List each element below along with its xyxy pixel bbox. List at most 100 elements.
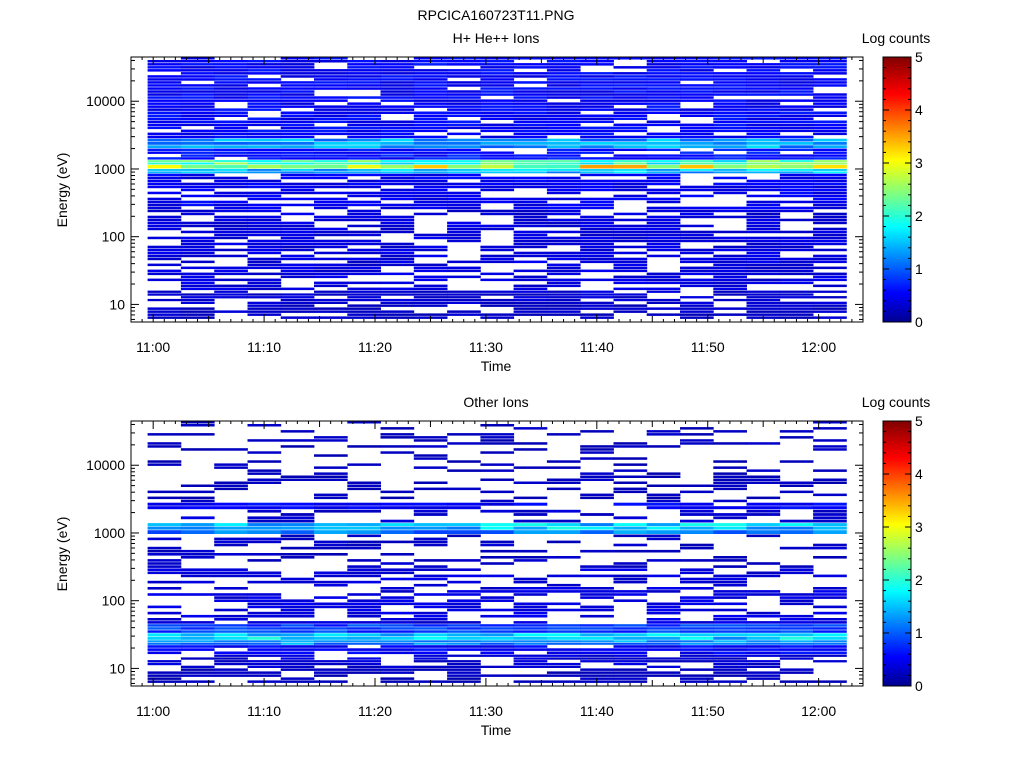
heatmap-cell bbox=[314, 496, 348, 500]
heatmap-cell bbox=[480, 114, 515, 117]
heatmap-cell bbox=[447, 621, 481, 624]
heatmap-cell bbox=[147, 502, 182, 506]
heatmap-cell bbox=[613, 642, 648, 645]
heatmap-cell bbox=[513, 230, 548, 234]
heatmap-cell bbox=[680, 96, 714, 99]
heatmap-cell bbox=[347, 224, 381, 228]
heatmap-cell bbox=[347, 126, 381, 130]
heatmap-cell bbox=[680, 433, 714, 436]
heatmap-cell bbox=[347, 173, 381, 177]
heatmap-cell bbox=[713, 657, 747, 660]
heatmap-cell bbox=[513, 135, 548, 139]
heatmap-cell bbox=[646, 602, 681, 606]
heatmap-cell bbox=[247, 281, 282, 285]
heatmap-cell bbox=[380, 154, 415, 157]
heatmap-cell bbox=[147, 624, 182, 627]
heatmap-cell bbox=[214, 81, 248, 84]
heatmap-cell bbox=[713, 307, 747, 310]
heatmap-cell bbox=[546, 293, 581, 296]
heatmap-cell bbox=[147, 171, 182, 174]
heatmap-cell bbox=[247, 151, 282, 154]
heatmap-cell bbox=[147, 559, 182, 562]
heatmap-cell bbox=[480, 224, 515, 228]
heatmap-cell bbox=[147, 269, 182, 273]
heatmap-cell bbox=[713, 176, 747, 180]
heatmap-cell bbox=[613, 543, 648, 547]
heatmap-cell bbox=[580, 81, 614, 84]
heatmap-cell bbox=[746, 611, 781, 615]
heatmap-cell bbox=[280, 657, 315, 660]
heatmap-cell bbox=[347, 154, 381, 157]
heatmap-cell bbox=[147, 120, 182, 123]
heatmap-cell bbox=[214, 179, 248, 183]
heatmap-cell bbox=[180, 111, 215, 114]
heatmap-cell bbox=[314, 69, 348, 72]
heatmap-cell bbox=[546, 296, 581, 299]
heatmap-cell bbox=[380, 215, 415, 219]
heatmap-cell bbox=[314, 668, 348, 671]
heatmap-cell bbox=[247, 516, 282, 520]
heatmap-cell bbox=[347, 269, 381, 273]
heatmap-cell bbox=[347, 179, 381, 183]
heatmap-cell bbox=[180, 164, 215, 169]
heatmap-cell bbox=[280, 301, 315, 304]
heatmap-cell bbox=[447, 206, 481, 210]
heatmap-cell bbox=[347, 543, 381, 547]
heatmap-cell bbox=[147, 221, 182, 225]
heatmap-cell bbox=[546, 117, 581, 120]
heatmap-cell bbox=[546, 266, 581, 270]
heatmap-cell bbox=[546, 111, 581, 114]
heatmap-cell bbox=[779, 257, 814, 261]
heatmap-cell bbox=[546, 290, 581, 293]
heatmap-cell bbox=[513, 296, 548, 299]
heatmap-cell bbox=[713, 645, 747, 648]
heatmap-cell bbox=[613, 169, 648, 171]
heatmap-cell bbox=[546, 278, 581, 282]
heatmap-cell bbox=[280, 660, 315, 663]
heatmap-cell bbox=[813, 78, 847, 81]
heatmap-cell bbox=[480, 627, 515, 630]
heatmap-cell bbox=[247, 293, 282, 296]
heatmap-cell bbox=[546, 587, 581, 590]
heatmap-cell bbox=[613, 160, 648, 162]
heatmap-cell bbox=[180, 627, 215, 630]
heatmap-cell bbox=[380, 171, 415, 174]
heatmap-cell bbox=[513, 481, 548, 484]
heatmap-cell bbox=[447, 126, 481, 130]
heatmap-cell bbox=[314, 275, 348, 279]
heatmap-cell bbox=[613, 487, 648, 491]
heatmap-cell bbox=[380, 562, 415, 565]
heatmap-cell bbox=[447, 275, 481, 279]
heatmap-cell bbox=[380, 651, 415, 655]
heatmap-cell bbox=[580, 142, 614, 145]
heatmap-cell bbox=[613, 233, 648, 237]
heatmap-cell bbox=[646, 162, 681, 165]
heatmap-cell bbox=[180, 530, 215, 534]
heatmap-cell bbox=[513, 200, 548, 204]
heatmap-cell bbox=[646, 493, 681, 497]
heatmap-cell bbox=[447, 60, 481, 63]
heatmap-cell bbox=[513, 307, 548, 310]
heatmap-cell bbox=[380, 627, 415, 630]
heatmap-cell bbox=[347, 162, 381, 165]
heatmap-cell bbox=[513, 657, 548, 660]
heatmap-cell bbox=[347, 593, 381, 596]
heatmap-cell bbox=[813, 590, 847, 593]
heatmap-cell bbox=[180, 526, 215, 530]
heatmap-cell bbox=[280, 636, 315, 640]
heatmap-cell bbox=[813, 290, 847, 293]
heatmap-cell bbox=[447, 63, 481, 66]
heatmap-cell bbox=[779, 218, 814, 222]
heatmap-cell bbox=[680, 239, 714, 243]
heatmap-cell bbox=[380, 287, 415, 291]
heatmap-cell bbox=[513, 448, 548, 451]
heatmap-cell bbox=[713, 78, 747, 81]
heatmap-cell bbox=[280, 197, 315, 201]
heatmap-cell bbox=[513, 680, 548, 683]
heatmap-cell bbox=[813, 191, 847, 195]
heatmap-cell bbox=[713, 281, 747, 285]
heatmap-cell bbox=[546, 608, 581, 612]
heatmap-cell bbox=[613, 239, 648, 243]
heatmap-cell bbox=[147, 445, 182, 448]
heatmap-cell bbox=[447, 460, 481, 463]
